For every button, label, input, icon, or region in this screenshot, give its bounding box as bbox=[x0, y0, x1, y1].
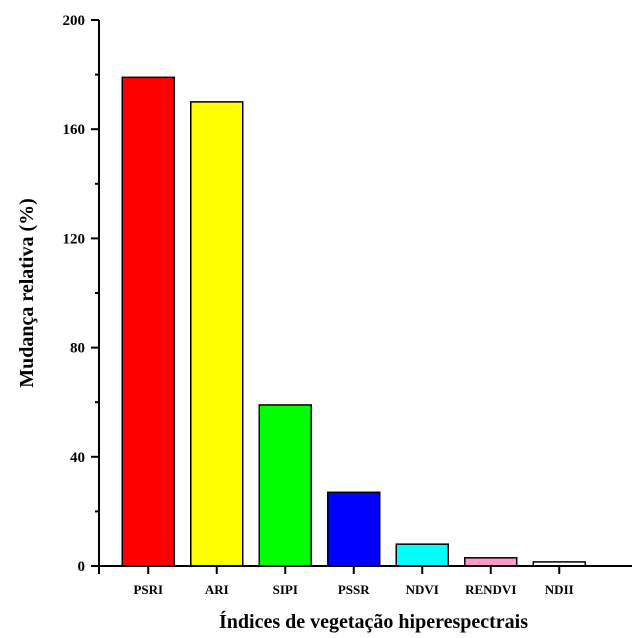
x-tick-label-ndii: NDII bbox=[545, 582, 574, 597]
x-tick-label-ndvi: NDVI bbox=[406, 582, 439, 597]
bars bbox=[121, 76, 586, 567]
y-tick-label: 0 bbox=[78, 559, 86, 575]
y-axis-ticks: 0 40 80 120 160 200 bbox=[63, 13, 99, 575]
bar-sipi bbox=[258, 404, 312, 567]
x-axis-title: Índices de vegetação hiperespectrais bbox=[219, 610, 528, 633]
x-axis-ticks: PSRI ARI SIPI PSSR NDVI RENDVI NDII bbox=[98, 566, 574, 597]
y-tick-label: 80 bbox=[70, 341, 85, 357]
bar-pssr bbox=[327, 491, 381, 567]
y-tick-label: 40 bbox=[70, 450, 85, 466]
y-tick-label: 160 bbox=[63, 122, 86, 138]
y-tick-label: 120 bbox=[63, 231, 86, 247]
bar-psri bbox=[121, 76, 175, 567]
y-axis-title: Mudança relativa (%) bbox=[16, 198, 38, 388]
x-tick-label-ari: ARI bbox=[205, 582, 229, 597]
y-tick-label: 200 bbox=[63, 13, 86, 29]
bar-ari bbox=[190, 101, 244, 567]
bar-ndvi bbox=[395, 543, 449, 567]
bar-rendvi bbox=[464, 557, 518, 567]
plot-area: 0 40 80 120 160 200 PSRI ARI SIPI PSSR NDVI RENDVI… bbox=[63, 13, 632, 597]
x-tick-label-rendvi: RENDVI bbox=[465, 582, 516, 597]
x-tick-label-sipi: SIPI bbox=[273, 582, 298, 597]
x-tick-label-psri: PSRI bbox=[133, 582, 163, 597]
x-tick-label-pssr: PSSR bbox=[338, 582, 370, 597]
